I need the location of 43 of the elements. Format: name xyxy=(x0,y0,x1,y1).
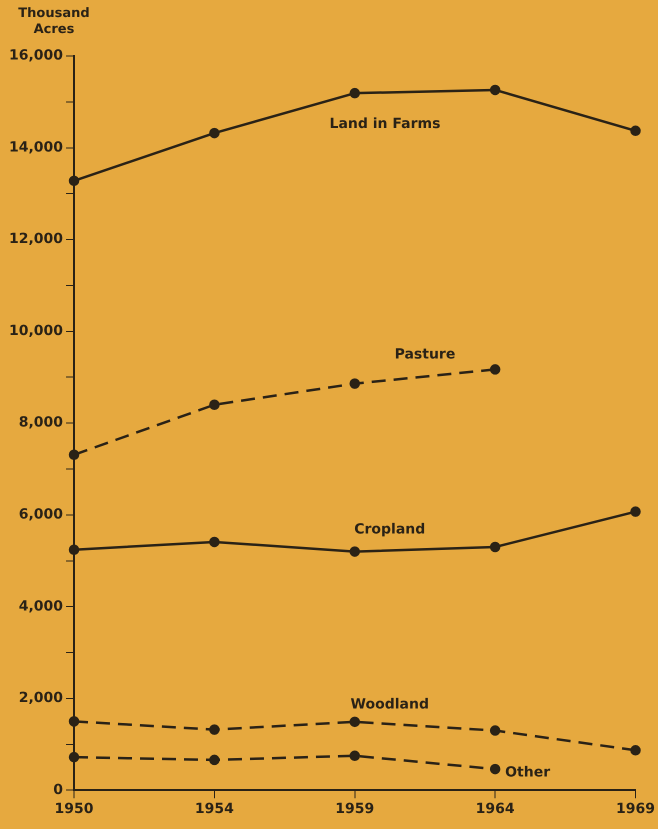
y-tick-label: 14,000 xyxy=(8,139,64,156)
x-tick-label: 1964 xyxy=(476,801,515,818)
point xyxy=(209,754,220,766)
x-tick-label: 1959 xyxy=(335,801,374,818)
point xyxy=(490,542,500,552)
y-tick-label: 8,000 xyxy=(18,414,64,431)
point xyxy=(209,399,220,410)
point xyxy=(490,725,500,736)
y-tick-label: 4,000 xyxy=(18,598,64,614)
series-label: Other xyxy=(505,764,550,781)
y-tick-label: 2,000 xyxy=(18,690,64,706)
point xyxy=(630,745,641,756)
point xyxy=(209,128,220,138)
point xyxy=(350,750,360,762)
point xyxy=(68,716,80,727)
point xyxy=(68,544,80,555)
point xyxy=(630,126,641,136)
point xyxy=(350,716,360,728)
point xyxy=(490,764,500,774)
point xyxy=(630,506,641,517)
point xyxy=(490,364,500,375)
point xyxy=(209,724,220,735)
x-tick-label: 1969 xyxy=(616,801,655,818)
y-axis-title: Thousand Acres xyxy=(17,6,91,38)
point xyxy=(68,450,80,460)
point xyxy=(350,88,360,98)
y-tick-label: 6,000 xyxy=(18,506,64,523)
y-tick-label: 0 xyxy=(53,782,64,798)
point xyxy=(68,752,80,762)
point xyxy=(490,84,500,96)
x-tick-label: 1950 xyxy=(54,801,94,818)
point xyxy=(350,546,360,557)
series-label: Land in Farms xyxy=(330,116,440,132)
point xyxy=(350,378,360,389)
y-tick-label: 16,000 xyxy=(8,48,64,64)
point xyxy=(68,176,80,186)
series-label: Cropland xyxy=(354,522,426,538)
series-label: Woodland xyxy=(350,696,429,712)
series-label: Pasture xyxy=(394,346,456,362)
point xyxy=(209,536,220,548)
y-tick-label: 10,000 xyxy=(8,322,64,339)
y-tick-label: 12,000 xyxy=(8,231,64,248)
x-tick-label: 1954 xyxy=(194,801,234,818)
